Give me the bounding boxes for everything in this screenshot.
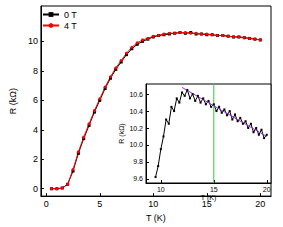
svg-text:R (kΩ): R (kΩ): [118, 123, 126, 143]
svg-text:10: 10: [28, 36, 38, 46]
svg-text:9.6: 9.6: [133, 175, 143, 182]
svg-text:20: 20: [255, 199, 265, 209]
svg-text:9.8: 9.8: [133, 158, 143, 165]
svg-text:0 T: 0 T: [64, 10, 77, 20]
svg-text:10.0: 10.0: [129, 141, 143, 148]
svg-text:6: 6: [33, 95, 38, 105]
svg-text:8: 8: [33, 66, 38, 76]
svg-text:10.4: 10.4: [129, 108, 143, 115]
svg-text:10.2: 10.2: [129, 125, 143, 132]
svg-text:0: 0: [33, 184, 38, 194]
svg-text:R (kΩ): R (kΩ): [8, 88, 18, 114]
svg-text:15: 15: [202, 199, 212, 209]
svg-text:0: 0: [44, 199, 49, 209]
svg-text:T (K): T (K): [146, 213, 166, 223]
svg-text:5: 5: [97, 199, 102, 209]
svg-text:4: 4: [33, 125, 38, 135]
svg-text:10.6: 10.6: [129, 91, 143, 98]
svg-text:2: 2: [33, 154, 38, 164]
svg-text:10: 10: [157, 186, 165, 193]
svg-text:4 T: 4 T: [64, 21, 77, 31]
svg-text:10: 10: [148, 199, 158, 209]
svg-text:15: 15: [210, 186, 218, 193]
svg-text:20: 20: [263, 186, 271, 193]
